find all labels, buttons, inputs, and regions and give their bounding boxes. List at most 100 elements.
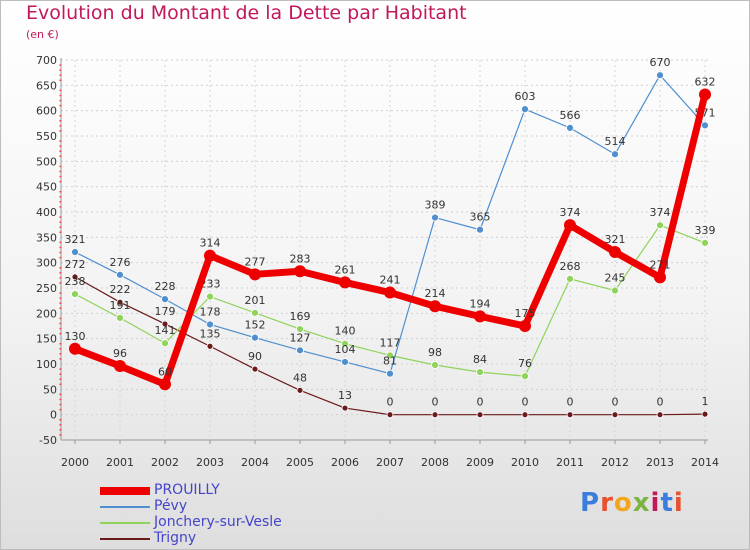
y-minor-tick — [59, 266, 62, 269]
data-point-p-vy — [251, 333, 259, 342]
y-minor-tick — [59, 342, 62, 345]
data-label-p-vy: 389 — [425, 199, 446, 212]
legend-swatch-jonchery — [100, 522, 150, 524]
x-tick-label: 2000 — [61, 456, 89, 469]
y-minor-tick — [59, 180, 62, 183]
logo-letter: t — [660, 488, 674, 518]
data-point-prouilly — [249, 268, 261, 281]
data-label-p-vy: 178 — [200, 305, 221, 318]
data-point-jonchery-sur-vesle — [161, 339, 169, 348]
data-point-jonchery-sur-vesle — [116, 313, 124, 322]
data-label-prouilly: 283 — [290, 252, 311, 265]
data-label-trigny: 272 — [65, 258, 86, 271]
data-label-p-vy: 127 — [290, 331, 311, 344]
data-label-jonchery-sur-vesle: 117 — [380, 336, 401, 349]
legend-swatch-pevy — [100, 506, 150, 508]
data-point-jonchery-sur-vesle — [341, 339, 349, 348]
y-minor-tick — [59, 368, 62, 370]
y-tick-label: 600 — [36, 105, 57, 118]
data-label-jonchery-sur-vesle: 201 — [245, 294, 266, 307]
data-point-prouilly — [159, 378, 171, 391]
y-minor-tick — [59, 165, 62, 168]
y-minor-tick — [59, 145, 62, 147]
data-point-jonchery-sur-vesle — [71, 290, 79, 298]
data-point-prouilly — [69, 342, 81, 355]
data-label-p-vy: 104 — [335, 343, 356, 356]
data-point-p-vy — [71, 248, 79, 256]
legend-label-jonchery: Jonchery-sur-Vesle — [154, 514, 282, 530]
x-tick-label: 2013 — [646, 456, 674, 469]
y-minor-tick — [59, 429, 62, 431]
y-tick-label: 650 — [36, 79, 57, 92]
data-point-trigny — [161, 320, 169, 328]
y-tick-label: 350 — [36, 231, 57, 244]
y-tick-label: 100 — [36, 358, 57, 371]
data-point-p-vy — [431, 213, 439, 222]
data-point-trigny — [386, 411, 394, 419]
legend-swatch-trigny — [100, 538, 150, 540]
data-label-trigny: 0 — [477, 396, 484, 409]
data-label-jonchery-sur-vesle: 98 — [428, 346, 442, 359]
y-minor-tick — [59, 120, 62, 122]
data-label-trigny: 0 — [567, 396, 574, 409]
x-tick-label: 2001 — [106, 456, 134, 469]
y-minor-tick — [59, 79, 62, 82]
data-point-prouilly — [564, 219, 576, 232]
data-label-jonchery-sur-vesle: 141 — [155, 324, 176, 337]
data-label-trigny: 0 — [387, 396, 394, 409]
data-point-p-vy — [386, 369, 394, 378]
y-tick-label: -50 — [39, 434, 57, 447]
data-label-trigny: 0 — [522, 396, 529, 409]
data-point-prouilly — [114, 360, 126, 373]
data-point-trigny — [431, 411, 439, 419]
logo-letter: o — [613, 488, 633, 518]
y-tick-label: 550 — [36, 130, 57, 143]
y-minor-tick — [59, 99, 62, 102]
logo-letter: i — [650, 488, 661, 518]
data-label-p-vy: 81 — [383, 355, 397, 368]
y-minor-tick — [59, 140, 62, 142]
data-point-prouilly — [519, 320, 531, 332]
data-label-jonchery-sur-vesle: 374 — [650, 206, 671, 219]
data-label-prouilly: 214 — [425, 287, 446, 300]
y-minor-tick — [59, 393, 62, 396]
data-label-prouilly: 271 — [650, 258, 671, 271]
data-label-prouilly: 632 — [695, 75, 716, 88]
legend-label-pevy: Pévy — [154, 498, 188, 514]
data-label-prouilly: 194 — [470, 297, 491, 310]
y-minor-tick — [59, 327, 62, 330]
data-point-p-vy — [341, 358, 349, 366]
data-point-trigny — [521, 411, 529, 419]
data-point-p-vy — [116, 270, 124, 279]
data-point-trigny — [251, 365, 259, 373]
chart-title: Evolution du Montant de la Dette par Hab… — [26, 2, 467, 24]
data-label-trigny: 0 — [432, 396, 439, 409]
x-tick-label: 2007 — [376, 456, 404, 469]
y-minor-tick — [59, 297, 62, 299]
data-point-trigny — [566, 411, 574, 419]
data-point-trigny — [611, 411, 619, 419]
data-point-jonchery-sur-vesle — [701, 239, 709, 247]
data-point-jonchery-sur-vesle — [656, 221, 664, 230]
data-label-trigny: 135 — [200, 327, 221, 340]
y-minor-tick — [59, 216, 62, 218]
data-label-prouilly: 60 — [158, 365, 172, 378]
data-point-prouilly — [429, 300, 441, 313]
y-minor-tick — [59, 74, 62, 76]
y-minor-tick — [59, 201, 62, 203]
logo-letter: x — [632, 488, 651, 518]
data-point-trigny — [476, 411, 484, 419]
data-label-jonchery-sur-vesle: 339 — [695, 224, 716, 237]
y-minor-tick — [59, 64, 62, 66]
y-minor-tick — [59, 104, 62, 107]
y-tick-label: 200 — [36, 307, 57, 320]
data-point-jonchery-sur-vesle — [566, 274, 574, 283]
data-label-p-vy: 365 — [470, 211, 491, 224]
y-minor-tick — [59, 358, 62, 360]
data-point-jonchery-sur-vesle — [206, 292, 214, 301]
x-tick-label: 2009 — [466, 456, 494, 469]
data-label-p-vy: 276 — [110, 256, 131, 269]
y-minor-tick — [59, 373, 62, 375]
data-label-prouilly: 241 — [380, 274, 401, 287]
